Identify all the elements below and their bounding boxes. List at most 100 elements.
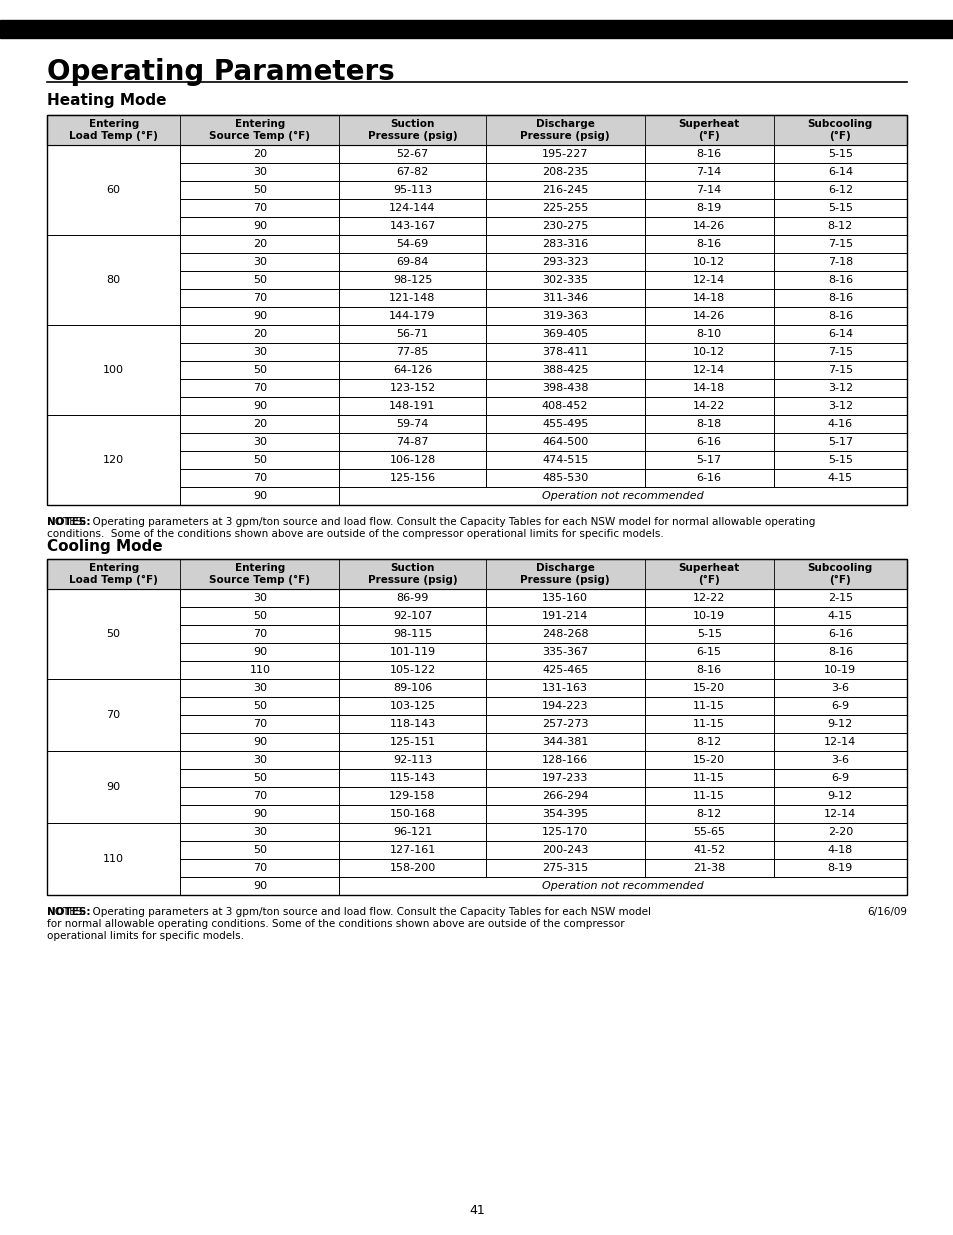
Text: 135-160: 135-160 (541, 593, 588, 603)
Text: 6-14: 6-14 (827, 167, 852, 177)
Text: 388-425: 388-425 (541, 366, 588, 375)
Text: 6-14: 6-14 (827, 329, 852, 338)
Text: 10-19: 10-19 (693, 611, 724, 621)
Text: 54-69: 54-69 (395, 240, 428, 249)
Bar (485, 643, 644, 661)
Text: 70: 70 (253, 790, 267, 802)
Bar (485, 415, 644, 433)
Bar (180, 823, 339, 841)
Bar (339, 325, 485, 343)
Bar (180, 270, 339, 289)
Text: 70: 70 (107, 710, 121, 720)
Text: 378-411: 378-411 (541, 347, 588, 357)
Bar (47, 559, 906, 895)
Text: 485-530: 485-530 (541, 473, 588, 483)
Text: 425-465: 425-465 (541, 664, 588, 676)
Text: 92-107: 92-107 (393, 611, 432, 621)
Bar (773, 396, 906, 415)
Bar (644, 805, 773, 823)
Bar (485, 433, 644, 451)
Bar (773, 289, 906, 308)
Bar (180, 433, 339, 451)
Text: 90: 90 (253, 737, 267, 747)
Text: 200-243: 200-243 (541, 845, 588, 855)
Text: 70: 70 (253, 383, 267, 393)
Text: 74-87: 74-87 (395, 437, 428, 447)
Text: 8-10: 8-10 (696, 329, 721, 338)
Text: 127-161: 127-161 (389, 845, 436, 855)
Bar (644, 343, 773, 361)
Bar (773, 270, 906, 289)
Bar (773, 325, 906, 343)
Text: 311-346: 311-346 (541, 293, 588, 303)
Text: 225-255: 225-255 (541, 203, 588, 212)
Text: 369-405: 369-405 (541, 329, 588, 338)
Text: 293-323: 293-323 (541, 257, 588, 267)
Text: 69-84: 69-84 (395, 257, 428, 267)
Text: 70: 70 (253, 473, 267, 483)
Bar (339, 841, 485, 860)
Text: 12-22: 12-22 (692, 593, 724, 603)
Bar (644, 433, 773, 451)
Text: Discharge
Pressure (psig): Discharge Pressure (psig) (519, 119, 609, 141)
Bar (644, 451, 773, 469)
Text: 110: 110 (103, 853, 124, 864)
Text: 90: 90 (253, 401, 267, 411)
Bar (47, 144, 180, 235)
Bar (180, 625, 339, 643)
Bar (485, 396, 644, 415)
Text: 197-233: 197-233 (541, 773, 588, 783)
Bar (773, 805, 906, 823)
Bar (773, 235, 906, 253)
Bar (180, 860, 339, 877)
Text: 92-113: 92-113 (393, 755, 432, 764)
Text: 96-121: 96-121 (393, 827, 432, 837)
Bar (339, 769, 485, 787)
Text: Heating Mode: Heating Mode (47, 93, 167, 107)
Bar (47, 115, 906, 144)
Text: 319-363: 319-363 (541, 311, 588, 321)
Bar (485, 769, 644, 787)
Bar (339, 163, 485, 182)
Bar (644, 787, 773, 805)
Text: 7-18: 7-18 (827, 257, 852, 267)
Text: 6-16: 6-16 (696, 473, 720, 483)
Bar (180, 697, 339, 715)
Text: 9-12: 9-12 (827, 790, 852, 802)
Bar (773, 379, 906, 396)
Bar (339, 289, 485, 308)
Bar (644, 144, 773, 163)
Text: 6-16: 6-16 (827, 629, 852, 638)
Text: 20: 20 (253, 329, 267, 338)
Bar (339, 589, 485, 606)
Bar (180, 787, 339, 805)
Text: 15-20: 15-20 (693, 755, 724, 764)
Text: 98-115: 98-115 (393, 629, 432, 638)
Bar (485, 325, 644, 343)
Bar (180, 199, 339, 217)
Bar (47, 751, 180, 823)
Bar (47, 115, 906, 505)
Text: 50: 50 (253, 366, 267, 375)
Bar (773, 451, 906, 469)
Bar (47, 559, 906, 589)
Text: 8-16: 8-16 (827, 293, 852, 303)
Bar (773, 606, 906, 625)
Text: 195-227: 195-227 (541, 149, 588, 159)
Bar (773, 769, 906, 787)
Text: 41-52: 41-52 (692, 845, 724, 855)
Bar (339, 625, 485, 643)
Bar (644, 361, 773, 379)
Text: 90: 90 (253, 647, 267, 657)
Bar (180, 182, 339, 199)
Text: 5-15: 5-15 (827, 203, 852, 212)
Bar (339, 182, 485, 199)
Text: 50: 50 (253, 845, 267, 855)
Bar (339, 469, 485, 487)
Text: 120: 120 (103, 454, 124, 466)
Text: 14-18: 14-18 (692, 293, 724, 303)
Bar (644, 379, 773, 396)
Bar (485, 469, 644, 487)
Bar (180, 661, 339, 679)
Text: 30: 30 (253, 755, 267, 764)
